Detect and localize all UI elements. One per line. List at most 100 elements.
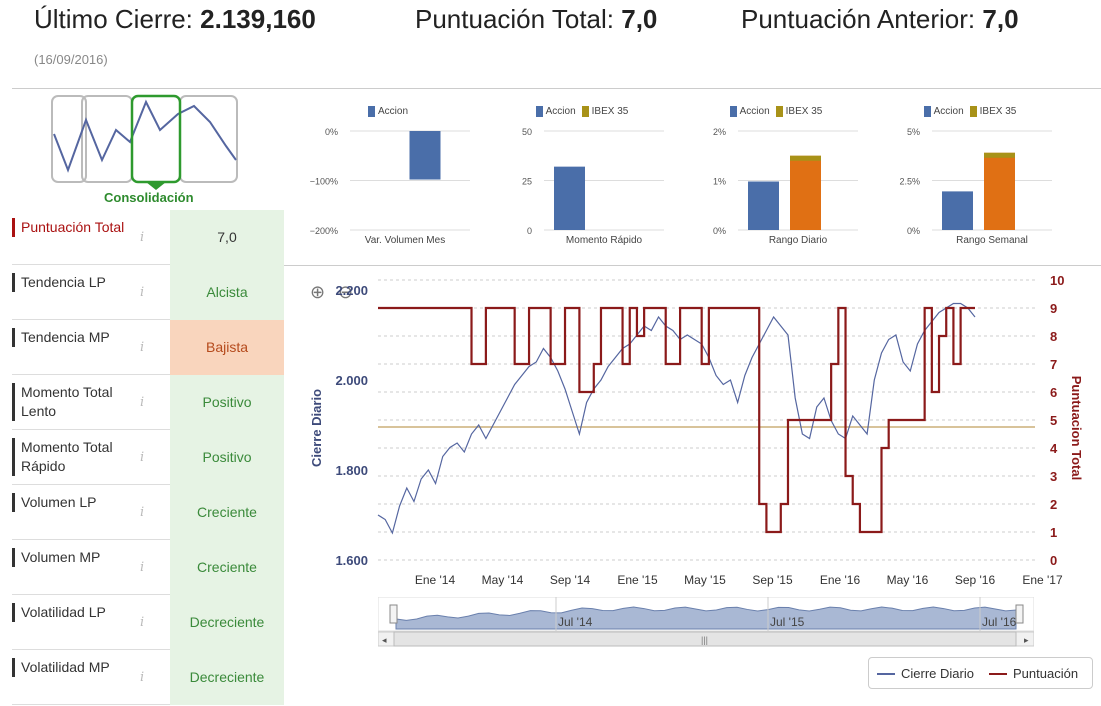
y-left-tick-label: 1.600 — [335, 553, 368, 568]
x-axis-label: Rango Diario — [769, 235, 828, 246]
series-cierre-line — [377, 302, 976, 535]
bar-cap — [984, 152, 1015, 158]
legend-swatch — [775, 106, 783, 117]
mini-legend: Accion IBEX 35 — [484, 106, 674, 117]
mini-chart-plot: 2% 1% 0% Rango Diario — [713, 127, 858, 246]
indicator-value: 7,0 — [170, 210, 284, 265]
indicator-value: Decreciente — [170, 650, 284, 705]
table-row: Tendencia LP i Alcista — [12, 265, 284, 320]
x-tick-label: May '14 — [482, 573, 524, 587]
divider — [284, 265, 1101, 266]
legend-cierre[interactable]: Cierre Diario — [901, 666, 974, 681]
ultimo-cierre-value: 2.139,160 — [200, 4, 316, 34]
puntuacion-anterior-value: 7,0 — [982, 4, 1019, 34]
info-icon[interactable]: i — [140, 395, 145, 410]
navigator[interactable]: Jul '14 Jul '15 Jul '16 ◂ ▸ ||| — [378, 597, 1034, 647]
mini-chart-plot: 0% −100% −200% Var. Volumen Mes — [310, 127, 470, 246]
legend-label[interactable]: Accion — [739, 106, 770, 118]
y-tick-label: 1% — [713, 177, 726, 187]
legend-label[interactable]: IBEX 35 — [591, 106, 629, 118]
table-row: Volumen LP i Creciente — [12, 485, 284, 540]
table-row: Volatilidad LP i Decreciente — [12, 595, 284, 650]
indicator-value: Positivo — [170, 430, 284, 485]
indicator-value: Positivo — [170, 375, 284, 430]
scroll-right-icon: ▸ — [1024, 635, 1029, 645]
indicator-label: Tendencia LP — [12, 273, 142, 292]
legend-label[interactable]: Accion — [377, 106, 408, 118]
bar — [942, 191, 973, 230]
info-icon[interactable]: i — [140, 560, 145, 575]
info-icon[interactable]: i — [140, 670, 145, 685]
mini-chart: Accion 0% −100% −200% Var. Volumen Mes — [290, 96, 480, 256]
y-tick-label: 0% — [907, 226, 920, 236]
legend-puntuacion[interactable]: Puntuación — [1013, 666, 1079, 681]
legend-swatch — [923, 106, 931, 117]
navigator-area — [395, 606, 1017, 630]
y-tick-label: 50 — [522, 127, 532, 137]
navigator-handle-right — [1015, 604, 1024, 624]
puntuacion-total-value: 7,0 — [621, 4, 658, 34]
info-icon[interactable]: i — [140, 505, 145, 520]
info-icon[interactable]: i — [140, 615, 145, 630]
mini-chart: Accion IBEX 35 50 25 0 Momento Rápido — [484, 96, 674, 256]
bar-cap — [790, 155, 821, 161]
puntuacion-anterior: Puntuación Anterior: 7,0 — [741, 4, 1019, 34]
zoom-out-icon[interactable]: ⊖ — [338, 282, 354, 302]
x-tick-label: May '16 — [887, 573, 929, 587]
x-tick-label: May '15 — [684, 573, 726, 587]
bar — [984, 152, 1015, 230]
x-tick-label: Ene '14 — [415, 573, 456, 587]
y-right-tick-label: 1 — [1050, 525, 1057, 540]
series-puntuacion-line — [378, 306, 975, 534]
y-right-tick-label: 5 — [1050, 413, 1057, 428]
scroll-left-icon: ◂ — [382, 635, 387, 645]
y-right-tick-label: 10 — [1050, 273, 1064, 288]
chart-legend: Cierre Diario Puntuación — [868, 657, 1093, 689]
info-icon[interactable]: i — [140, 285, 145, 300]
info-icon[interactable]: i — [140, 450, 145, 465]
table-row: Tendencia MP i Bajista — [12, 320, 284, 375]
puntuacion-total: Puntuación Total: 7,0 — [415, 4, 658, 34]
table-row: Volatilidad MP i Decreciente — [12, 650, 284, 705]
legend-swatch — [535, 106, 543, 117]
y-right-axis-title: Puntuacion Total — [1069, 376, 1084, 480]
navigator-tick-label: Jul '14 — [558, 615, 593, 629]
indicator-label: Volatilidad LP — [12, 603, 142, 622]
indicator-label: Volumen MP — [12, 548, 142, 567]
trend-label: Consolidación — [104, 190, 194, 205]
bar — [748, 181, 779, 230]
bar — [790, 155, 821, 230]
y-tick-label: −200% — [310, 226, 338, 236]
y-tick-label: 25 — [522, 177, 532, 187]
y-right-tick-label: 9 — [1050, 301, 1057, 316]
navigator-tick-label: Jul '16 — [982, 615, 1017, 629]
indicator-value: Decreciente — [170, 595, 284, 650]
legend-label[interactable]: IBEX 35 — [979, 106, 1017, 118]
x-axis-label: Momento Rápido — [566, 235, 643, 246]
bar — [554, 166, 585, 230]
legend-label[interactable]: Accion — [545, 106, 576, 118]
info-icon[interactable]: i — [140, 340, 145, 355]
trend-consolidation-icon — [51, 94, 238, 190]
table-row: Momento Total Rápido i Positivo — [12, 430, 284, 485]
indicator-label: Volumen LP — [12, 493, 142, 512]
x-tick-label: Ene '15 — [617, 573, 658, 587]
table-row: Volumen MP i Creciente — [12, 540, 284, 595]
indicator-label: Puntuación Total — [12, 218, 142, 237]
legend-label[interactable]: Accion — [933, 106, 964, 118]
legend-label[interactable]: IBEX 35 — [785, 106, 823, 118]
x-axis-label: Var. Volumen Mes — [365, 235, 445, 246]
x-tick-label: Ene '17 — [1022, 573, 1063, 587]
divider — [12, 88, 1101, 89]
y-tick-label: 0 — [527, 226, 532, 236]
bar — [409, 131, 441, 180]
y-left-tick-label: 2.000 — [335, 373, 368, 388]
mini-legend: Accion — [290, 106, 480, 117]
scroll-grip-icon: ||| — [701, 635, 708, 645]
info-icon[interactable]: i — [140, 230, 145, 245]
x-tick-label: Sep '14 — [550, 573, 591, 587]
zoom-in-icon[interactable]: ⊕ — [310, 282, 326, 302]
last-close-date: (16/09/2016) — [34, 52, 108, 67]
indicator-label: Volatilidad MP — [12, 658, 142, 677]
